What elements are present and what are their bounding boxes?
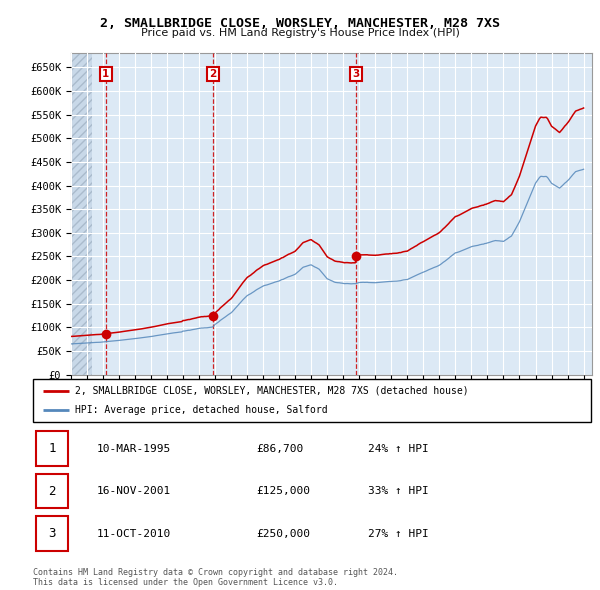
Text: 2, SMALLBRIDGE CLOSE, WORSLEY, MANCHESTER, M28 7XS (detached house): 2, SMALLBRIDGE CLOSE, WORSLEY, MANCHESTE… [75, 386, 469, 396]
Text: 11-OCT-2010: 11-OCT-2010 [97, 529, 172, 539]
Text: £125,000: £125,000 [256, 486, 310, 496]
Text: 1: 1 [102, 69, 110, 79]
Text: 3: 3 [352, 69, 359, 79]
Text: 2, SMALLBRIDGE CLOSE, WORSLEY, MANCHESTER, M28 7XS: 2, SMALLBRIDGE CLOSE, WORSLEY, MANCHESTE… [100, 17, 500, 30]
Bar [71, 53, 92, 375]
Text: 10-MAR-1995: 10-MAR-1995 [97, 444, 172, 454]
Text: 2: 2 [209, 69, 217, 79]
Text: 3: 3 [352, 69, 359, 79]
Text: Price paid vs. HM Land Registry's House Price Index (HPI): Price paid vs. HM Land Registry's House … [140, 28, 460, 38]
Text: 3: 3 [48, 527, 56, 540]
Text: Contains HM Land Registry data © Crown copyright and database right 2024.
This d: Contains HM Land Registry data © Crown c… [33, 568, 398, 587]
Text: 1: 1 [48, 442, 56, 455]
Text: HPI: Average price, detached house, Salford: HPI: Average price, detached house, Salf… [75, 405, 328, 415]
Text: 16-NOV-2001: 16-NOV-2001 [97, 486, 172, 496]
Text: 27% ↑ HPI: 27% ↑ HPI [368, 529, 428, 539]
Text: £86,700: £86,700 [256, 444, 304, 454]
Bar [36, 516, 68, 551]
Text: £250,000: £250,000 [256, 529, 310, 539]
Text: 2: 2 [48, 484, 56, 498]
Bar [36, 431, 68, 466]
Text: 33% ↑ HPI: 33% ↑ HPI [368, 486, 428, 496]
Bar [36, 474, 68, 509]
Text: 2: 2 [209, 69, 217, 79]
Text: 24% ↑ HPI: 24% ↑ HPI [368, 444, 428, 454]
Text: 1: 1 [102, 69, 110, 79]
